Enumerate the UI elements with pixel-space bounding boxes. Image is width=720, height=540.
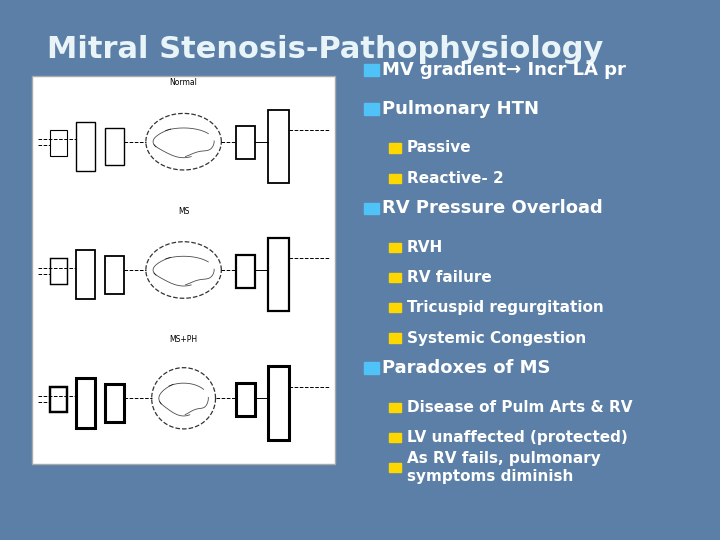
Bar	[236, 126, 255, 159]
Bar	[50, 387, 67, 413]
Bar	[76, 122, 95, 171]
Text: MS: MS	[178, 207, 189, 216]
Bar	[268, 238, 289, 311]
Text: Passive: Passive	[407, 140, 472, 156]
Bar	[268, 367, 289, 440]
Bar	[76, 250, 95, 300]
Bar	[389, 402, 401, 411]
Bar	[364, 103, 379, 115]
Bar	[236, 255, 255, 288]
Text: Paradoxes of MS: Paradoxes of MS	[382, 359, 550, 377]
Bar	[389, 273, 401, 282]
Text: Reactive- 2: Reactive- 2	[407, 171, 503, 186]
Text: RV Pressure Overload: RV Pressure Overload	[382, 199, 603, 218]
Text: Pulmonary HTN: Pulmonary HTN	[382, 100, 539, 118]
Bar	[364, 64, 379, 76]
Bar	[389, 303, 401, 312]
Bar	[364, 202, 379, 214]
Bar	[389, 463, 401, 472]
Bar	[389, 242, 401, 252]
Bar	[389, 333, 401, 342]
Bar	[105, 256, 124, 294]
Text: Tricuspid regurgitation: Tricuspid regurgitation	[407, 300, 603, 315]
Bar	[105, 384, 124, 422]
Bar	[50, 258, 67, 284]
Bar	[236, 383, 255, 416]
Text: Normal: Normal	[170, 78, 197, 87]
Text: RVH: RVH	[407, 240, 443, 255]
Bar	[50, 130, 67, 156]
Text: Disease of Pulm Arts & RV: Disease of Pulm Arts & RV	[407, 400, 632, 415]
Bar	[389, 143, 401, 152]
Bar	[364, 362, 379, 374]
Bar	[389, 173, 401, 183]
Bar	[76, 379, 95, 428]
Text: MV gradient→ Incr LA pr: MV gradient→ Incr LA pr	[382, 61, 626, 79]
Text: MS+PH: MS+PH	[169, 335, 198, 344]
Text: symptoms diminish: symptoms diminish	[407, 469, 573, 484]
Bar	[389, 433, 401, 442]
Bar	[268, 110, 289, 183]
Bar	[105, 127, 124, 165]
Text: Mitral Stenosis-Pathophysiology: Mitral Stenosis-Pathophysiology	[47, 35, 603, 64]
Text: RV failure: RV failure	[407, 270, 492, 285]
Text: LV unaffected (protected): LV unaffected (protected)	[407, 430, 628, 445]
FancyBboxPatch shape	[32, 76, 335, 464]
Text: Systemic Congestion: Systemic Congestion	[407, 330, 586, 346]
Text: As RV fails, pulmonary: As RV fails, pulmonary	[407, 451, 600, 466]
